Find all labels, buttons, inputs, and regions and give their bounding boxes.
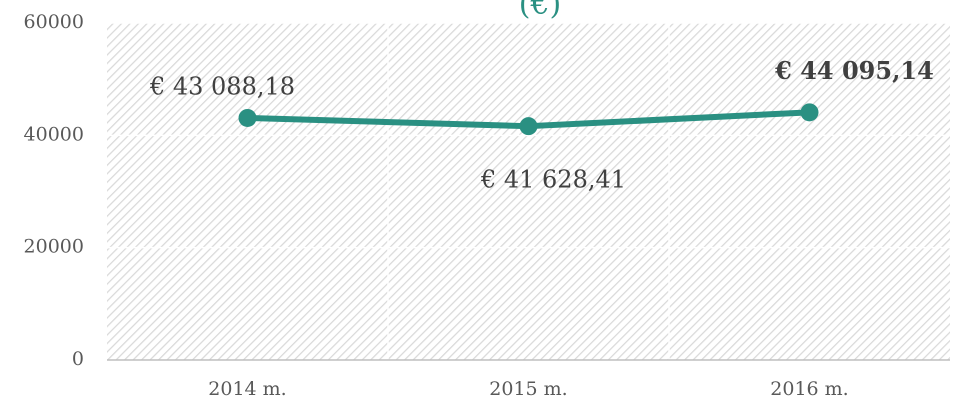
y-tick-label: 20000 <box>24 236 84 258</box>
x-tick-label: 2014 m. <box>208 378 286 400</box>
value-label: € 41 628,41 <box>480 166 626 194</box>
value-label: € 43 088,18 <box>149 72 295 100</box>
y-tick-label: 60000 <box>24 11 84 33</box>
value-label: € 44 095,14 <box>774 56 934 85</box>
point <box>519 117 538 136</box>
point <box>238 108 257 127</box>
point <box>800 103 819 122</box>
x-tick-label: 2016 m. <box>770 378 848 400</box>
y-tick-label: 0 <box>72 348 84 370</box>
x-tick-label: 2015 m. <box>489 378 567 400</box>
plot-background <box>107 23 950 360</box>
chart-title: (€) <box>519 0 562 22</box>
y-tick-label: 40000 <box>24 123 84 145</box>
